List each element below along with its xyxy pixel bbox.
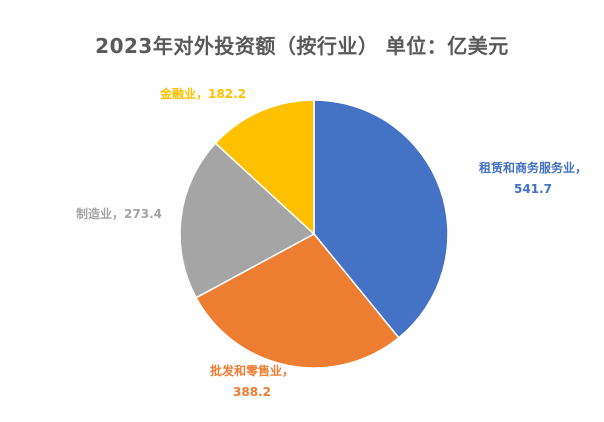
data-label-2-value: 388.2 <box>233 385 271 399</box>
pie-slice-2 <box>195 233 400 369</box>
pie-slice-1 <box>313 99 449 339</box>
pie-slice-4 <box>214 99 315 236</box>
data-label-1-value: 541.7 <box>514 182 552 196</box>
data-label-4: 金融业，182.2 <box>159 86 246 101</box>
data-label-2-category: 批发和零售业， <box>210 363 294 378</box>
chart-title: 2023年对外投资额（按行业） 单位：亿美元 <box>95 34 509 58</box>
pie-slice-3 <box>179 142 316 299</box>
pie-slices <box>179 99 449 369</box>
data-label-3: 制造业，273.4 <box>76 206 162 221</box>
pie-data-labels: 租赁和商务服务业， 541.7 批发和零售业， 388.2 制造业，273.4 金融业，1… <box>76 86 587 399</box>
data-label-1-category: 租赁和商务服务业， <box>479 160 587 175</box>
